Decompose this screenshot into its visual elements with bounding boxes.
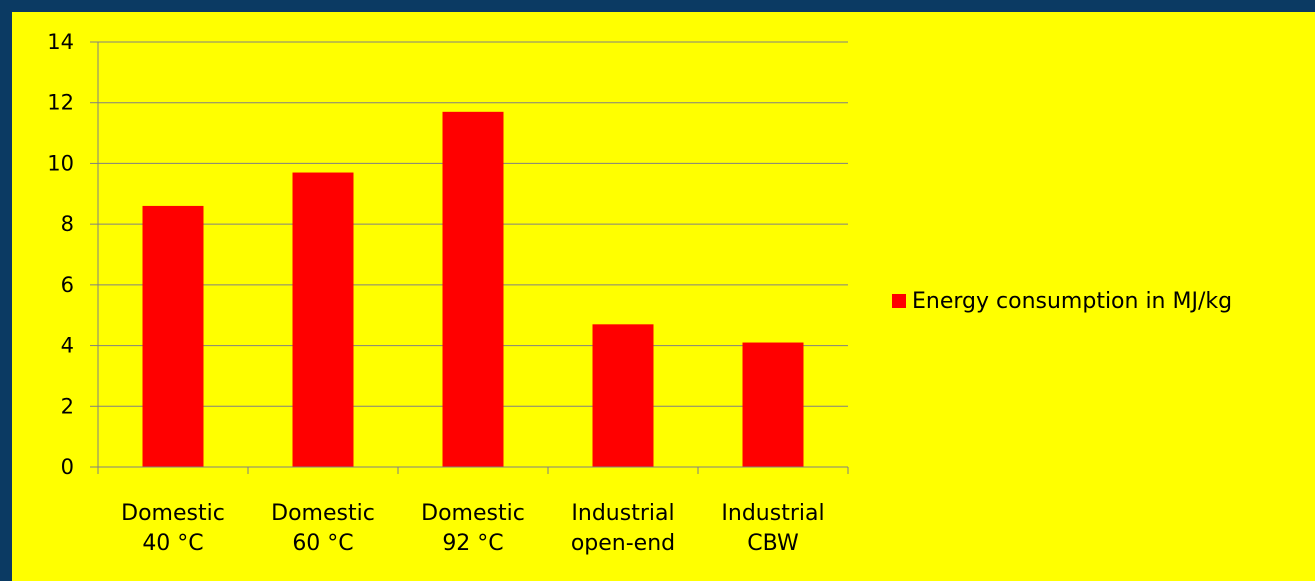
y-tick-label: 6: [61, 273, 74, 297]
y-tick-label: 12: [47, 91, 74, 115]
legend: Energy consumption in MJ/kg: [892, 289, 1232, 314]
bar: [292, 172, 354, 468]
y-tick-labels: 0 2 4 6 8 10 12 14: [47, 30, 74, 479]
legend-swatch: [892, 294, 906, 308]
y-tick-label: 10: [47, 151, 74, 175]
x-category-label: 40 °C: [142, 531, 203, 556]
y-tick-label: 8: [61, 212, 74, 236]
x-category-label: open-end: [571, 531, 675, 556]
y-tick-label: 4: [61, 334, 74, 358]
x-category-labels: Domestic 40 °C Domestic 60 °C Domestic 92 °C I…: [121, 501, 824, 556]
x-category-label: CBW: [747, 531, 799, 556]
y-tick-label: 14: [47, 30, 74, 54]
legend-label: Energy consumption in MJ/kg: [912, 289, 1232, 314]
y-tick-label: 0: [61, 455, 74, 479]
x-category-label: 60 °C: [292, 531, 353, 556]
bar: [142, 205, 204, 467]
bar: [592, 324, 654, 467]
x-category-label: Domestic: [271, 501, 375, 526]
bar: [742, 342, 804, 467]
bar: [442, 111, 504, 468]
chart-panel: 0 2 4 6 8 10 12 14 Domestic 40 °C Domestic 60 °C Do…: [12, 12, 1315, 581]
x-category-label: 92 °C: [442, 531, 503, 556]
x-category-label: Industrial: [721, 501, 824, 526]
x-category-label: Domestic: [121, 501, 225, 526]
axes: [90, 41, 849, 474]
y-tick-label: 2: [61, 394, 74, 418]
bars: [142, 111, 804, 468]
x-category-label: Industrial: [571, 501, 674, 526]
x-category-label: Domestic: [421, 501, 525, 526]
